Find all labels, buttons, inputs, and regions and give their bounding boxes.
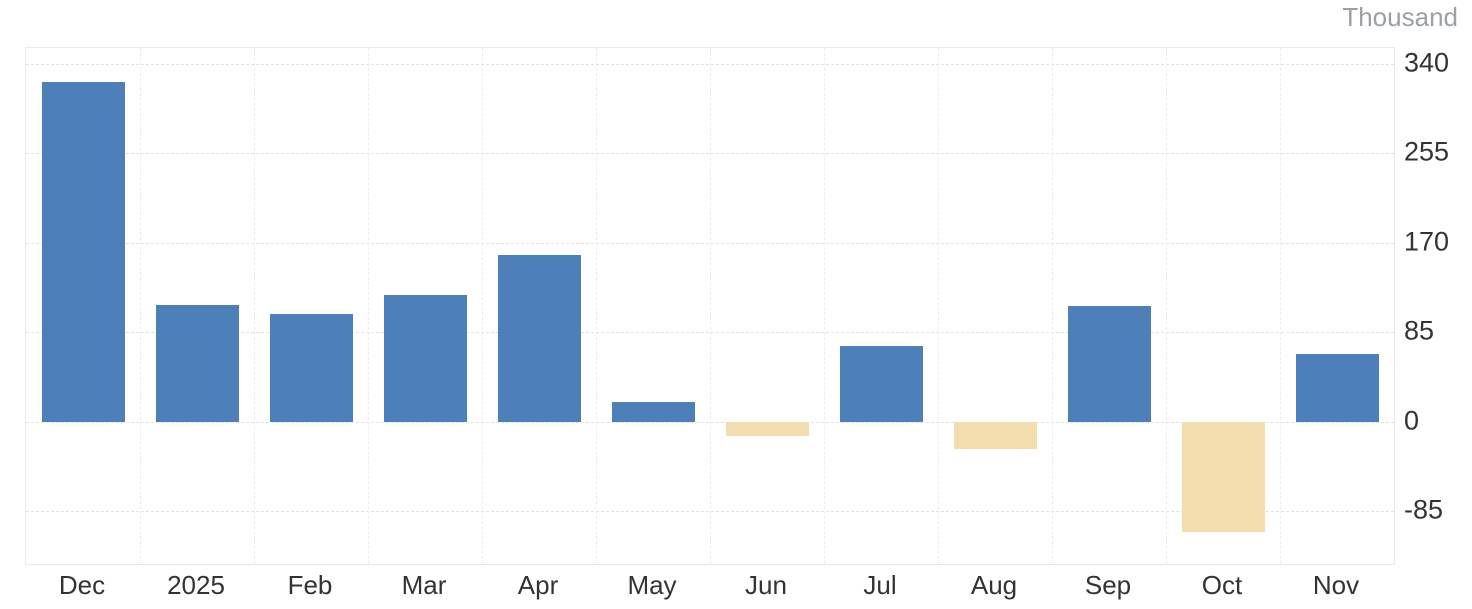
y-tick-label: 255 — [1404, 136, 1450, 167]
x-gridline — [1280, 48, 1281, 564]
x-gridline — [1052, 48, 1053, 564]
bar-feb[interactable] — [270, 314, 353, 422]
bar-may[interactable] — [612, 401, 695, 422]
x-gridline — [824, 48, 825, 564]
bar-sep[interactable] — [1068, 306, 1151, 422]
bar-jul[interactable] — [840, 346, 923, 422]
x-gridline — [596, 48, 597, 564]
bar-mar[interactable] — [384, 295, 467, 422]
x-gridline — [1166, 48, 1167, 564]
x-tick-label-apr: Apr — [517, 570, 559, 600]
x-gridline — [482, 48, 483, 564]
x-tick-label-may: May — [627, 570, 677, 600]
x-tick-label-sep: Sep — [1084, 570, 1132, 600]
y-tick-label: 85 — [1404, 315, 1435, 346]
x-tick-label-aug: Aug — [970, 570, 1018, 600]
x-tick-label-feb: Feb — [287, 570, 333, 600]
axis-unit-label: Thousand — [1342, 2, 1458, 32]
x-gridline — [140, 48, 141, 564]
bar-oct[interactable] — [1182, 421, 1265, 533]
x-tick-label-dec: Dec — [58, 570, 106, 600]
x-gridline — [938, 48, 939, 564]
bar-nov[interactable] — [1296, 354, 1379, 422]
bar-2025[interactable] — [156, 304, 239, 422]
bar-apr[interactable] — [498, 255, 581, 422]
x-gridline — [710, 48, 711, 564]
x-tick-label-jun: Jun — [745, 570, 787, 600]
y-tick-label: -85 — [1404, 494, 1444, 525]
x-tick-label-jul: Jul — [863, 570, 897, 600]
bar-jun[interactable] — [726, 421, 809, 436]
y-tick-label: 0 — [1404, 405, 1420, 436]
x-gridline — [254, 48, 255, 564]
y-tick-label: 170 — [1404, 226, 1450, 257]
x-tick-label-mar: Mar — [401, 570, 447, 600]
x-tick-label-oct: Oct — [1201, 570, 1243, 600]
chart-plot-area — [25, 47, 1395, 565]
y-tick-label: 340 — [1404, 47, 1450, 78]
x-tick-label-nov: Nov — [1312, 570, 1360, 600]
bar-dec[interactable] — [42, 81, 125, 422]
x-tick-label-2025: 2025 — [167, 570, 225, 600]
x-gridline — [368, 48, 369, 564]
bar-aug[interactable] — [954, 421, 1037, 450]
